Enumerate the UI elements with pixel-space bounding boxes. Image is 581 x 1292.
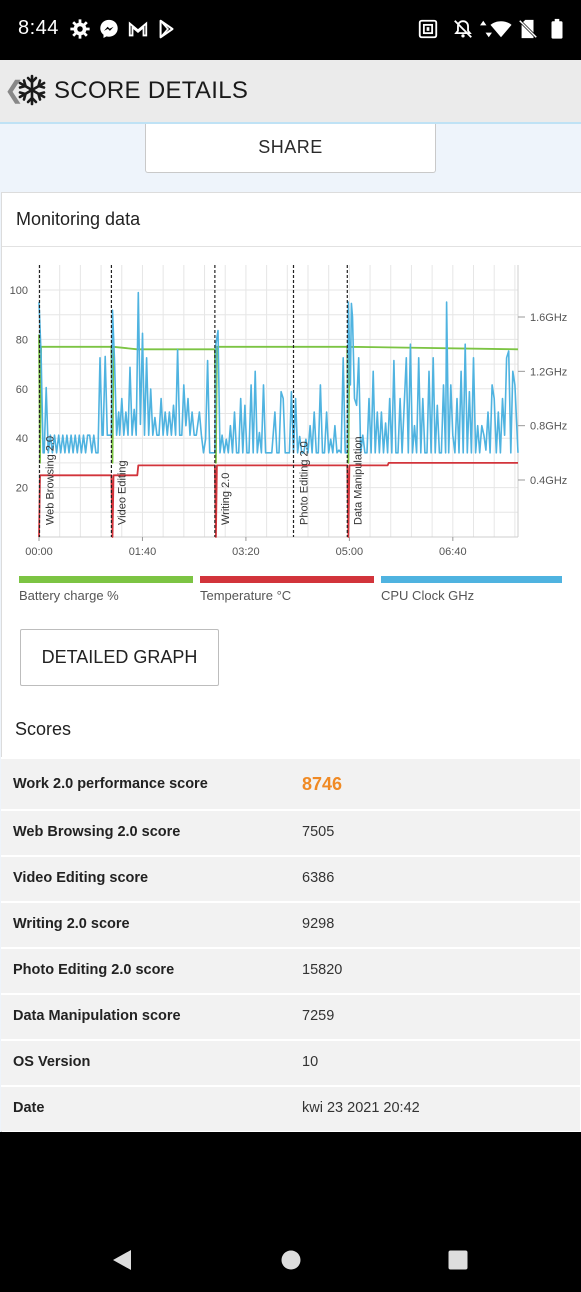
status-time: 8:44 [18,17,59,39]
divider [2,246,581,247]
share-button[interactable]: SHARE [145,124,436,173]
monitoring-title: Monitoring data [16,209,141,229]
legend-label-cpu: CPU Clock GHz [381,588,475,603]
legend-label-temperature: Temperature °C [200,588,292,603]
y-tick-label: 20 [16,483,28,495]
3dmark-snowflake-logo-icon [18,74,46,106]
score-label: Date [13,1100,45,1116]
score-row-work: Work 2.0 performance score 8746 [1,757,580,809]
segment-label: Photo Editing 2.0 [299,441,311,525]
nfc-icon [418,19,438,39]
legend-battery: Battery charge % [19,576,193,603]
wifi-icon [490,21,512,38]
score-row-video-editing: Video Editing score 6386 [1,855,580,901]
score-row-date: Date kwi 23 2021 20:42 [1,1085,580,1131]
back-triangle-icon[interactable] [111,1248,133,1272]
segment-label: Web Browsing 2.0 [45,436,57,525]
score-label: Video Editing score [13,870,149,886]
segment-label: Video Editing [116,460,128,525]
cpu-clock-series-line [38,291,519,454]
no-sim-icon [518,19,538,39]
score-label: Web Browsing 2.0 score [13,824,181,840]
scores-title: Scores [15,719,72,739]
y-tick-label: 40 [16,433,28,445]
x-tick-label: 00:00 [25,546,53,558]
score-value: 8746 [302,774,343,794]
scores-table: Work 2.0 performance score 8746 Web Brow… [1,757,580,1131]
home-circle-icon[interactable] [280,1249,302,1271]
messenger-icon [100,19,118,38]
y-right-tick-label: 0.8GHz [530,421,567,433]
legend-swatch-cpu [381,576,562,583]
score-value: kwi 23 2021 20:42 [302,1100,420,1116]
score-label: Work 2.0 performance score [13,776,208,792]
status-bar: 8:44 [0,0,581,60]
legend-swatch-temperature [200,576,374,583]
y-tick-label: 80 [16,334,28,346]
x-tick-label: 06:40 [439,546,467,558]
y-tick-label: 100 [10,285,28,297]
score-value: 7505 [302,824,335,840]
score-value: 6386 [302,870,335,886]
legend-label-battery: Battery charge % [19,588,119,603]
score-value: 7259 [302,1008,335,1024]
y-right-tick-label: 1.2GHz [530,366,567,378]
score-label: Writing 2.0 score [13,916,130,932]
score-value: 9298 [302,916,335,932]
x-tick-label: 01:40 [129,546,157,558]
x-tick-label: 05:00 [336,546,364,558]
segment-label: Data Manipulation [352,436,364,525]
score-row-writing: Writing 2.0 score 9298 [1,901,580,947]
detailed-graph-button[interactable]: DETAILED GRAPH [20,629,219,686]
score-label: OS Version [13,1054,91,1070]
y-tick-label: 60 [16,384,28,396]
legend-cpu: CPU Clock GHz [381,576,562,603]
notifications-off-icon [454,20,472,38]
legend-temperature: Temperature °C [200,576,374,603]
score-value: 15820 [302,962,343,978]
score-row-data-manipulation: Data Manipulation score 7259 [1,993,580,1039]
recents-square-icon[interactable] [447,1249,469,1271]
y-right-tick-label: 1.6GHz [530,312,567,324]
score-row-photo-editing: Photo Editing 2.0 score 15820 [1,947,580,993]
app-bar: ❮ SCORE DETAILS [0,60,581,124]
score-value: 10 [302,1054,319,1070]
segment-label: Writing 2.0 [220,473,232,525]
x-tick-label: 03:20 [232,546,260,558]
battery-icon [551,18,563,39]
legend-swatch-battery [19,576,193,583]
data-arrows-icon [480,20,492,38]
score-label: Data Manipulation score [13,1008,181,1024]
navigation-bar [0,1132,581,1292]
play-store-icon [159,19,174,39]
settings-icon [70,19,90,39]
gmail-icon [128,21,148,37]
score-row-os-version: OS Version 10 [1,1039,580,1085]
page-title: SCORE DETAILS [54,77,249,104]
monitoring-chart: 20 40 60 80 100 0.4GHz 0.8GHz 1.2GHz 1.6GHz 00:00… [10,265,567,558]
y-right-tick-label: 0.4GHz [530,475,567,487]
score-row-web-browsing: Web Browsing 2.0 score 7505 [1,809,580,855]
score-label: Photo Editing 2.0 score [13,962,175,978]
